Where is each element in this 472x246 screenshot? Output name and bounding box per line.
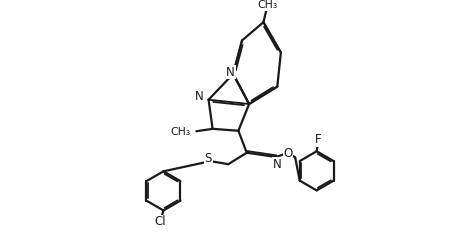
- Text: F: F: [315, 133, 321, 146]
- Text: CH₃: CH₃: [258, 0, 278, 10]
- Text: O: O: [283, 147, 293, 160]
- Text: S: S: [205, 152, 212, 165]
- Text: CH₃: CH₃: [170, 127, 190, 137]
- Text: Cl: Cl: [154, 215, 166, 229]
- Text: N: N: [227, 65, 235, 78]
- Text: N: N: [195, 90, 204, 103]
- Text: N: N: [273, 158, 281, 171]
